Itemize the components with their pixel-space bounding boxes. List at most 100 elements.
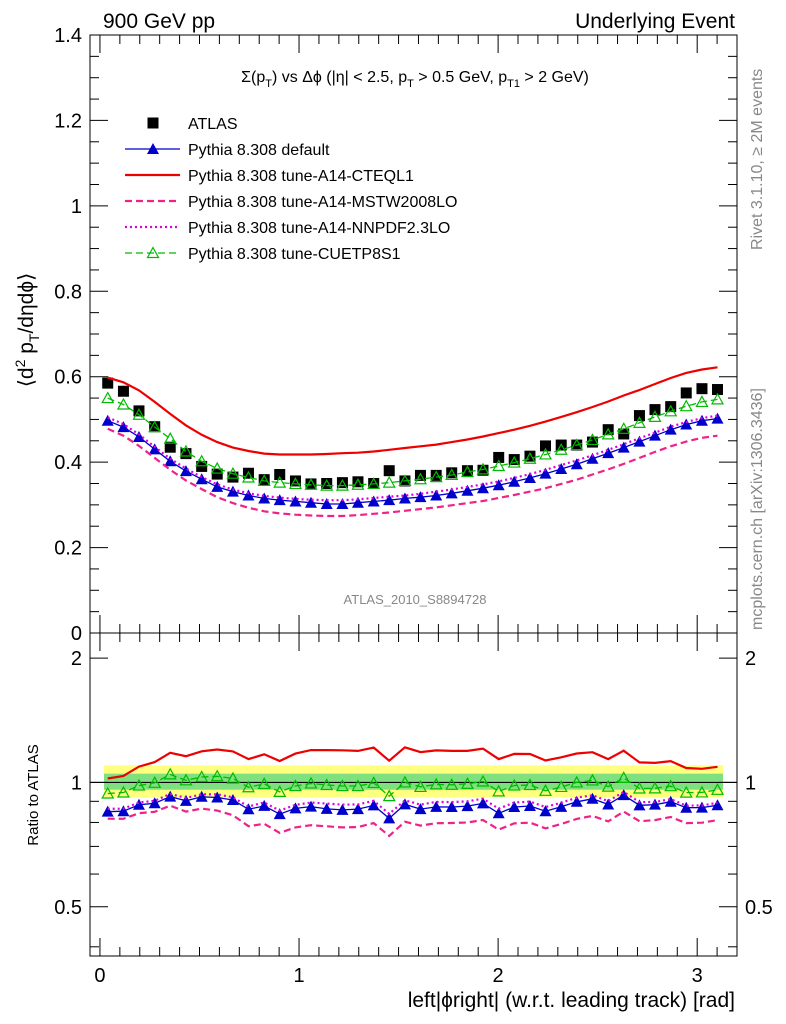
data-point <box>648 429 661 441</box>
y-tick-label: 0.4 <box>54 452 82 474</box>
data-point <box>586 452 599 464</box>
data-point <box>211 480 224 492</box>
y-tick-label: 0 <box>71 623 82 645</box>
ratio-point <box>695 801 708 813</box>
data-point <box>524 450 536 462</box>
data-point <box>289 495 302 507</box>
legend-item: Pythia 8.308 tune-A14-CTEQL1 <box>125 168 414 185</box>
ratio-line <box>107 790 718 816</box>
data-point <box>289 475 301 487</box>
ratio-point <box>601 779 615 792</box>
ratio-point <box>351 779 365 792</box>
header-right: Underlying Event <box>575 10 735 33</box>
data-point <box>429 470 443 483</box>
data-point <box>648 410 662 422</box>
data-point <box>461 465 473 477</box>
data-point <box>414 469 426 481</box>
data-point <box>320 478 334 491</box>
data-point <box>445 487 458 499</box>
data-point <box>633 435 646 447</box>
series-line <box>107 427 718 518</box>
series-line <box>107 414 718 502</box>
data-point <box>336 477 348 489</box>
data-point <box>711 384 723 396</box>
data-point <box>352 476 364 488</box>
data-point <box>446 467 458 479</box>
y-tick-label: 0.2 <box>54 538 82 560</box>
data-point <box>102 377 114 389</box>
data-point <box>398 492 411 504</box>
ratio-point <box>617 789 630 801</box>
main-panel: 0 0.2 0.4 0.6 0.8 1 1.2 1.4 ATLAS_2010_S8894728… <box>54 25 738 645</box>
data-point <box>508 475 521 487</box>
legend-marker <box>146 246 160 259</box>
legend-label: Pythia 8.308 tune-A14-CTEQL1 <box>188 168 414 185</box>
ratio-point <box>710 783 725 795</box>
legend-item: Pythia 8.308 tune-A14-NNPDF2.3LO <box>125 220 450 237</box>
ratio-point <box>460 777 474 789</box>
data-point <box>508 454 520 466</box>
legend: ATLAS Pythia 8.308 default Pythia 8.308 tu… <box>125 116 457 263</box>
data-point <box>226 466 240 479</box>
data-point <box>570 458 583 470</box>
data-point <box>273 494 286 506</box>
data-point <box>367 495 380 507</box>
ratio-point <box>101 805 114 817</box>
y-tick-label: 0.6 <box>54 367 82 389</box>
ratio-point <box>351 803 364 815</box>
legend-item: Pythia 8.308 default <box>125 142 330 159</box>
ratio-point <box>492 784 506 797</box>
mcplots-label: mcplots.cern.ch [arXiv:1306.3436] <box>749 388 766 630</box>
ratio-point <box>538 784 553 796</box>
x-axis-label: left|ϕright| (w.r.t. leading track) [rad… <box>408 989 735 1012</box>
data-point <box>476 462 490 475</box>
ratio-point <box>664 779 678 792</box>
data-point <box>523 451 537 464</box>
data-point <box>351 478 365 490</box>
data-point <box>617 422 631 434</box>
ratio-point <box>445 778 459 790</box>
x-tick-label: 1 <box>293 965 304 987</box>
legend-label: Pythia 8.308 tune-CUETP8S1 <box>188 246 401 263</box>
data-point <box>476 482 489 494</box>
ratio-point <box>241 780 255 793</box>
data-point <box>132 407 146 420</box>
ratio-point <box>320 778 334 791</box>
ratio-point <box>367 776 381 789</box>
ratio-line <box>107 773 718 798</box>
data-point <box>367 477 381 490</box>
ratio-point <box>335 779 349 792</box>
data-point <box>179 444 193 457</box>
ratio-point <box>320 802 333 814</box>
data-point <box>320 498 333 510</box>
data-point <box>196 460 208 472</box>
ratio-line <box>107 804 718 838</box>
data-point <box>492 459 506 472</box>
data-point <box>351 496 364 508</box>
chart-title: Σ(pT) vs Δϕ (|η| < 2.5, pT > 0.5 GeV, pT… <box>241 69 589 90</box>
ratio-point <box>679 785 693 798</box>
data-point <box>633 410 645 422</box>
data-point <box>711 412 724 424</box>
data-point <box>680 418 693 430</box>
ratio-point <box>413 780 427 792</box>
ratio-point <box>680 801 693 813</box>
ratio-point <box>382 789 396 802</box>
ratio-series-4 <box>107 790 718 816</box>
x-tick-label: 3 <box>692 965 703 987</box>
data-point <box>523 471 536 483</box>
data-point <box>382 475 396 488</box>
data-point <box>679 399 693 412</box>
data-point <box>273 475 287 488</box>
ratio-series-group <box>101 746 725 838</box>
ratio-point <box>242 803 255 815</box>
data-point <box>477 464 489 476</box>
legend-item: ATLAS <box>147 116 238 133</box>
ratio-point <box>430 800 443 812</box>
legend-label: Pythia 8.308 tune-A14-NNPDF2.3LO <box>188 220 450 237</box>
data-point <box>117 421 130 433</box>
x-tick-label: 2 <box>493 965 504 987</box>
ratio-point <box>179 773 193 786</box>
ratio-point <box>632 781 646 794</box>
